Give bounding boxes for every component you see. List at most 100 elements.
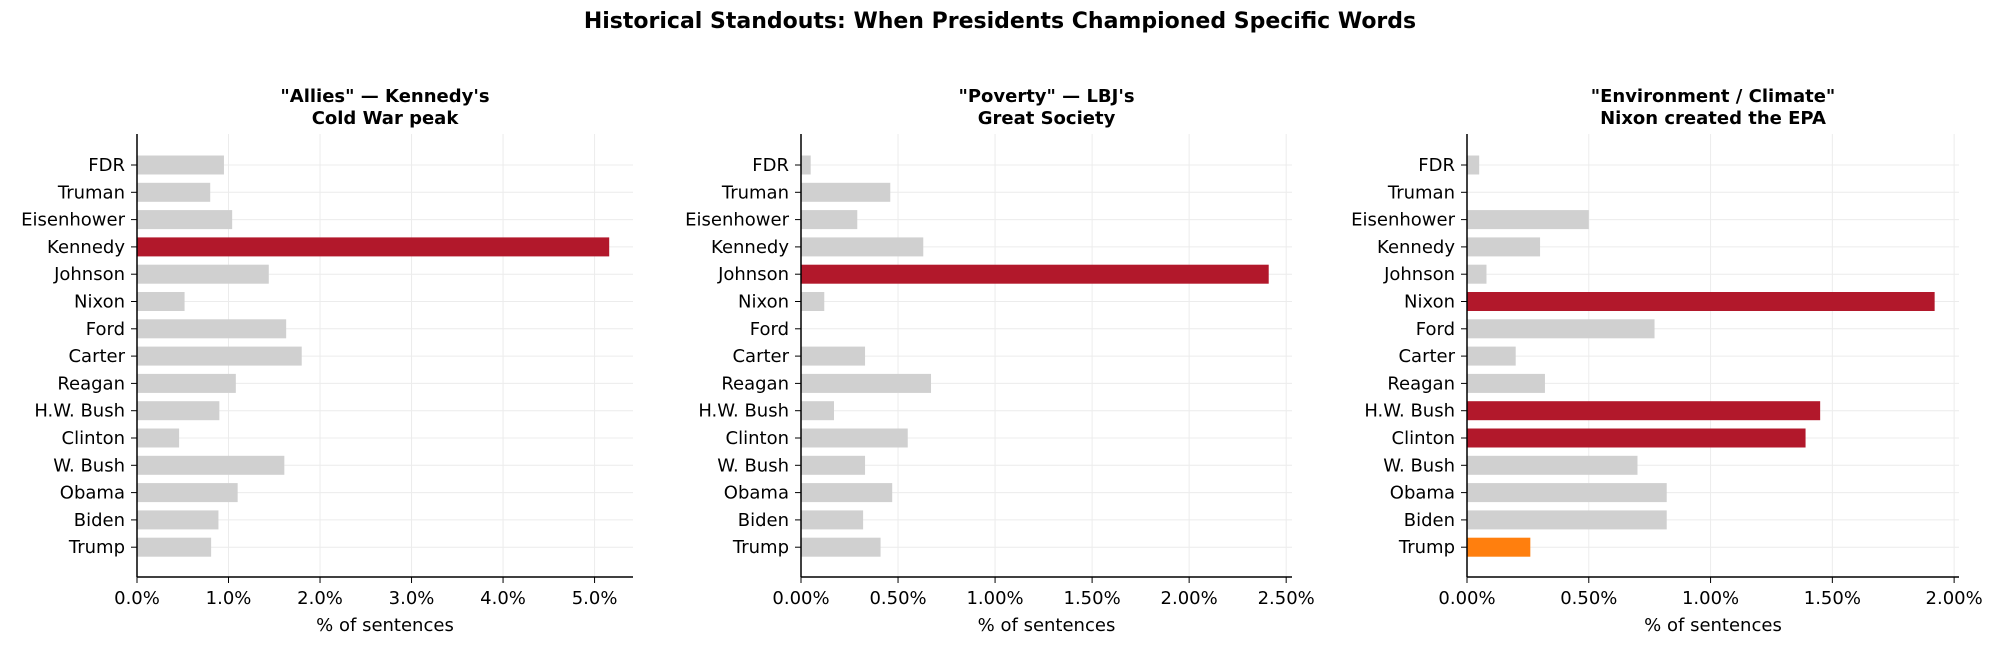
x-tick-label: 0.0% bbox=[114, 588, 160, 609]
y-tick-label: Clinton bbox=[1392, 428, 1455, 449]
x-tick-label: 0.50% bbox=[1560, 588, 1617, 609]
y-tick-label: Eisenhower bbox=[21, 210, 125, 231]
x-tick-label: 5.0% bbox=[572, 588, 618, 609]
y-tick-label: Nixon bbox=[738, 292, 789, 313]
panel-title: Nixon created the EPA bbox=[1600, 108, 1826, 129]
bar-johnson bbox=[137, 264, 269, 284]
bar-obama bbox=[801, 483, 893, 503]
y-tick-label: Truman bbox=[721, 182, 789, 203]
y-tick-label: Carter bbox=[732, 346, 789, 367]
y-tick-label: W. Bush bbox=[1383, 455, 1455, 476]
x-tick-label: 1.00% bbox=[966, 588, 1023, 609]
y-tick-label: W. Bush bbox=[717, 455, 789, 476]
bar-eisenhower bbox=[801, 210, 858, 230]
bar-fdr bbox=[1467, 155, 1480, 175]
y-tick-label: Carter bbox=[1398, 346, 1455, 367]
bar-w-bush bbox=[137, 455, 285, 475]
y-tick-label: Obama bbox=[724, 483, 789, 504]
x-tick-label: 2.0% bbox=[297, 588, 343, 609]
y-tick-label: Truman bbox=[57, 182, 125, 203]
panel-title: "Poverty" — LBJ's bbox=[958, 86, 1134, 107]
y-tick-label: Obama bbox=[1390, 483, 1455, 504]
bar-reagan bbox=[801, 373, 932, 393]
bar-truman bbox=[801, 182, 891, 202]
bar-h-w-bush bbox=[801, 401, 834, 421]
bar-johnson bbox=[801, 264, 1269, 284]
x-tick-label: 4.0% bbox=[480, 588, 526, 609]
chart-panel-2: FDR Truman Eisenhower Kennedy Johnson Nixon Fo… bbox=[685, 86, 1315, 636]
bar-kennedy bbox=[801, 237, 924, 257]
bar-w-bush bbox=[1467, 455, 1638, 475]
y-tick-label: Ford bbox=[1416, 319, 1455, 340]
y-tick-label: Ford bbox=[86, 319, 125, 340]
bar-trump bbox=[801, 537, 881, 557]
bar-eisenhower bbox=[137, 210, 233, 230]
bar-clinton bbox=[137, 428, 180, 448]
bar-ford bbox=[137, 319, 287, 339]
bar-trump bbox=[137, 537, 212, 557]
y-tick-label: H.W. Bush bbox=[1364, 401, 1455, 422]
y-tick-label: Ford bbox=[750, 319, 789, 340]
y-tick-label: Johnson bbox=[53, 264, 125, 285]
y-tick-label: Eisenhower bbox=[685, 210, 789, 231]
y-tick-label: Nixon bbox=[1404, 292, 1455, 313]
chart-panel-1: FDR Truman Eisenhower Kennedy Johnson Nixon Fo… bbox=[21, 86, 633, 636]
bar-fdr bbox=[137, 155, 224, 175]
bar-carter bbox=[137, 346, 302, 366]
x-tick-label: 2.00% bbox=[1161, 588, 1218, 609]
bar-obama bbox=[1467, 483, 1667, 503]
bar-kennedy bbox=[137, 237, 610, 257]
bar-johnson bbox=[1467, 264, 1487, 284]
y-tick-label: Trump bbox=[732, 537, 789, 558]
bar-nixon bbox=[1467, 292, 1935, 311]
x-tick-label: 2.50% bbox=[1258, 588, 1315, 609]
y-tick-label: Biden bbox=[1404, 510, 1455, 531]
x-tick-label: 3.0% bbox=[389, 588, 435, 609]
bar-carter bbox=[1467, 346, 1516, 366]
bar-trump bbox=[1467, 537, 1531, 557]
y-tick-label: W. Bush bbox=[53, 455, 125, 476]
x-tick-label: 1.50% bbox=[1064, 588, 1121, 609]
x-tick-label: 0.50% bbox=[869, 588, 926, 609]
y-tick-label: Clinton bbox=[726, 428, 789, 449]
y-tick-label: FDR bbox=[1418, 155, 1455, 176]
y-tick-label: Kennedy bbox=[47, 237, 125, 258]
x-axis-label: % of sentences bbox=[978, 615, 1116, 636]
y-tick-label: Trump bbox=[68, 537, 125, 558]
x-tick-label: 0.00% bbox=[1438, 588, 1495, 609]
y-tick-label: Johnson bbox=[1383, 264, 1455, 285]
bar-ford bbox=[1467, 319, 1655, 339]
y-tick-label: Trump bbox=[1398, 537, 1455, 558]
x-tick-label: 0.00% bbox=[772, 588, 829, 609]
x-axis-label: % of sentences bbox=[1644, 615, 1782, 636]
panel-title: "Environment / Climate" bbox=[1591, 86, 1836, 107]
x-tick-label: 1.50% bbox=[1804, 588, 1861, 609]
bar-eisenhower bbox=[1467, 210, 1589, 230]
y-tick-label: Nixon bbox=[74, 292, 125, 313]
x-axis-label: % of sentences bbox=[316, 615, 454, 636]
bar-kennedy bbox=[1467, 237, 1541, 257]
y-tick-label: Eisenhower bbox=[1351, 210, 1455, 231]
bar-h-w-bush bbox=[1467, 401, 1821, 421]
y-tick-label: Johnson bbox=[717, 264, 789, 285]
x-tick-label: 1.0% bbox=[206, 588, 252, 609]
bar-truman bbox=[137, 182, 211, 202]
bar-obama bbox=[137, 483, 238, 503]
bar-biden bbox=[137, 510, 219, 530]
bar-nixon bbox=[801, 292, 825, 311]
bar-h-w-bush bbox=[137, 401, 220, 421]
y-tick-label: FDR bbox=[88, 155, 125, 176]
bar-reagan bbox=[137, 373, 236, 393]
y-tick-label: Biden bbox=[74, 510, 125, 531]
y-tick-label: Carter bbox=[68, 346, 125, 367]
bar-carter bbox=[801, 346, 866, 366]
y-tick-label: Truman bbox=[1387, 182, 1455, 203]
bar-nixon bbox=[137, 292, 185, 311]
y-tick-label: Reagan bbox=[1387, 373, 1455, 394]
x-tick-label: 1.00% bbox=[1682, 588, 1739, 609]
y-tick-label: Kennedy bbox=[711, 237, 789, 258]
y-tick-label: Kennedy bbox=[1377, 237, 1455, 258]
bar-reagan bbox=[1467, 373, 1545, 393]
